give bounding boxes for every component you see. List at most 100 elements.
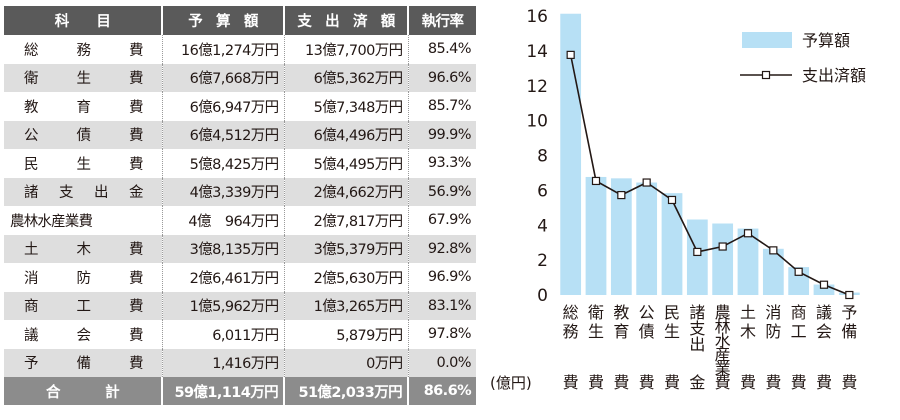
spent-point-11 bbox=[845, 290, 854, 300]
bar-series-budget bbox=[560, 13, 860, 296]
rate-cell: 96.9% bbox=[407, 263, 476, 292]
bar-6 bbox=[712, 223, 734, 295]
spent-cell: 1億3,265万円 bbox=[283, 291, 408, 320]
rate-cell: 99.9% bbox=[407, 120, 476, 149]
table-row: 諸支出金 4億3,339万円 2億4,662万円 56.9% bbox=[4, 177, 476, 206]
y-tick-label: 8 bbox=[537, 147, 548, 167]
total-label: 合計 bbox=[4, 377, 162, 405]
header-category: 科 目 bbox=[4, 6, 162, 35]
y-axis: 0 2 4 6 8 10 12 14 16 bbox=[526, 7, 548, 306]
budget-cell: 6億4,512万円 bbox=[161, 120, 284, 149]
category-cell: 土木費 bbox=[4, 234, 162, 263]
spent-cell: 6億5,362万円 bbox=[283, 63, 408, 92]
budget-cell: 6億6,947万円 bbox=[161, 92, 284, 121]
budget-cell: 3億8,135万円 bbox=[161, 234, 284, 263]
spent-cell: 13億7,700万円 bbox=[283, 35, 408, 64]
header-spent: 支 出 済 額 bbox=[283, 6, 408, 35]
rate-cell: 92.8% bbox=[407, 234, 476, 263]
spent-line bbox=[569, 54, 850, 296]
spent-point-10 bbox=[819, 280, 829, 289]
y-tick-label: 10 bbox=[526, 112, 548, 132]
rate-cell: 85.7% bbox=[407, 92, 476, 121]
budget-cell: 5億8,425万円 bbox=[161, 149, 284, 178]
rate-cell: 56.9% bbox=[407, 177, 476, 206]
bar-4 bbox=[661, 193, 683, 295]
rate-cell: 85.4% bbox=[407, 35, 476, 64]
bar-8 bbox=[762, 248, 784, 295]
bar-10 bbox=[813, 284, 835, 295]
spent-point-0 bbox=[566, 50, 575, 59]
category-cell: 商工費 bbox=[4, 291, 162, 320]
table-body: 総務費 16億1,274万円 13億7,700万円 85.4% 衛生費 6億7,668万円… bbox=[4, 35, 476, 377]
y-tick-label: 14 bbox=[526, 42, 548, 62]
category-cell: 民生費 bbox=[4, 149, 162, 178]
x-category-label: 商工費 bbox=[791, 303, 807, 392]
bar-2 bbox=[610, 178, 632, 295]
x-category-label: 総務費 bbox=[563, 303, 579, 392]
header-budget: 予 算 額 bbox=[161, 6, 284, 35]
y-tick-label: 6 bbox=[537, 181, 548, 201]
table-row: 農林水産業費 4億 964万円 2億7,817万円 67.9% bbox=[4, 206, 476, 235]
rate-cell: 0.0% bbox=[407, 348, 476, 377]
x-category-label: 諸支出金 bbox=[689, 303, 705, 392]
table-row: 予備費 1,416万円 0万円 0.0% bbox=[4, 348, 476, 377]
x-category-label: 衛生費 bbox=[588, 303, 604, 392]
table-row: 土木費 3億8,135万円 3億5,379万円 92.8% bbox=[4, 234, 476, 263]
budget-cell: 1,416万円 bbox=[161, 348, 284, 377]
spent-cell: 0万円 bbox=[283, 348, 408, 377]
rate-cell: 96.6% bbox=[407, 63, 476, 92]
rate-cell: 97.8% bbox=[407, 320, 476, 349]
y-tick-label: 2 bbox=[537, 251, 548, 271]
spent-cell: 6億4,496万円 bbox=[283, 120, 408, 149]
spent-point-9 bbox=[794, 267, 803, 276]
bar-5 bbox=[686, 219, 708, 295]
rate-cell: 93.3% bbox=[407, 149, 476, 178]
category-cell: 諸支出金 bbox=[4, 177, 162, 206]
y-tick-label: 16 bbox=[526, 7, 548, 27]
spent-cell: 3億5,379万円 bbox=[283, 234, 408, 263]
x-category-label: 予備費 bbox=[841, 303, 857, 392]
legend-label-budget: 予算額 bbox=[802, 31, 850, 50]
unit-label: (億円) bbox=[490, 374, 532, 392]
y-tick-label: 0 bbox=[537, 286, 548, 306]
spent-cell: 2億4,662万円 bbox=[283, 177, 408, 206]
category-cell: 議会費 bbox=[4, 320, 162, 349]
table-row: 教育費 6億6,947万円 5億7,348万円 85.7% bbox=[4, 92, 476, 121]
x-category-label: 土木費 bbox=[740, 303, 756, 392]
budget-cell: 6億7,668万円 bbox=[161, 63, 284, 92]
x-category-label: 公債費 bbox=[639, 303, 655, 392]
category-cell: 予備費 bbox=[4, 348, 162, 377]
spent-cell: 2億5,630万円 bbox=[283, 263, 408, 292]
table-header-row: 科 目 予 算 額 支 出 済 額 執行率 bbox=[4, 6, 476, 35]
spent-cell: 5億4,495万円 bbox=[283, 149, 408, 178]
rate-cell: 67.9% bbox=[407, 206, 476, 235]
x-category-label: 農林水産業費 bbox=[715, 303, 731, 392]
x-category-label: 消防費 bbox=[765, 303, 781, 392]
legend-swatch-budget bbox=[742, 32, 792, 48]
bar-1 bbox=[585, 176, 607, 295]
total-spent: 51億2,033万円 bbox=[283, 377, 408, 405]
y-tick-label: 12 bbox=[526, 77, 548, 97]
rate-cell: 83.1% bbox=[407, 291, 476, 320]
spent-cell: 2億7,817万円 bbox=[283, 206, 408, 235]
budget-cell: 4億3,339万円 bbox=[161, 177, 284, 206]
spent-cell: 5億7,348万円 bbox=[283, 92, 408, 121]
budget-table: 科 目 予 算 額 支 出 済 額 執行率 総務費 16億1,274万円 13億7,… bbox=[4, 6, 476, 405]
spent-point-6 bbox=[718, 242, 727, 251]
spent-point-1 bbox=[591, 176, 601, 186]
y-tick-label: 4 bbox=[537, 216, 548, 236]
budget-cell: 16億1,274万円 bbox=[161, 35, 284, 64]
spent-point-8 bbox=[769, 246, 778, 255]
category-cell: 農林水産業費 bbox=[4, 206, 162, 235]
table-row: 総務費 16億1,274万円 13億7,700万円 85.4% bbox=[4, 35, 476, 64]
budget-chart: 0 2 4 6 8 10 12 14 16 総務費衛生費教育費公債費民生費諸支出金農林水産業費土… bbox=[490, 7, 866, 392]
legend-label-spent: 支出済額 bbox=[802, 66, 866, 85]
category-cell: 消防費 bbox=[4, 263, 162, 292]
legend-swatch-spent-marker bbox=[761, 70, 771, 80]
table-row: 公債費 6億4,512万円 6億4,496万円 99.9% bbox=[4, 120, 476, 149]
table-row: 衛生費 6億7,668万円 6億5,362万円 96.6% bbox=[4, 63, 476, 92]
table-row: 議会費 6,011万円 5,879万円 97.8% bbox=[4, 320, 476, 349]
spent-point-7 bbox=[743, 229, 753, 238]
total-budget: 59億1,114万円 bbox=[161, 377, 284, 405]
